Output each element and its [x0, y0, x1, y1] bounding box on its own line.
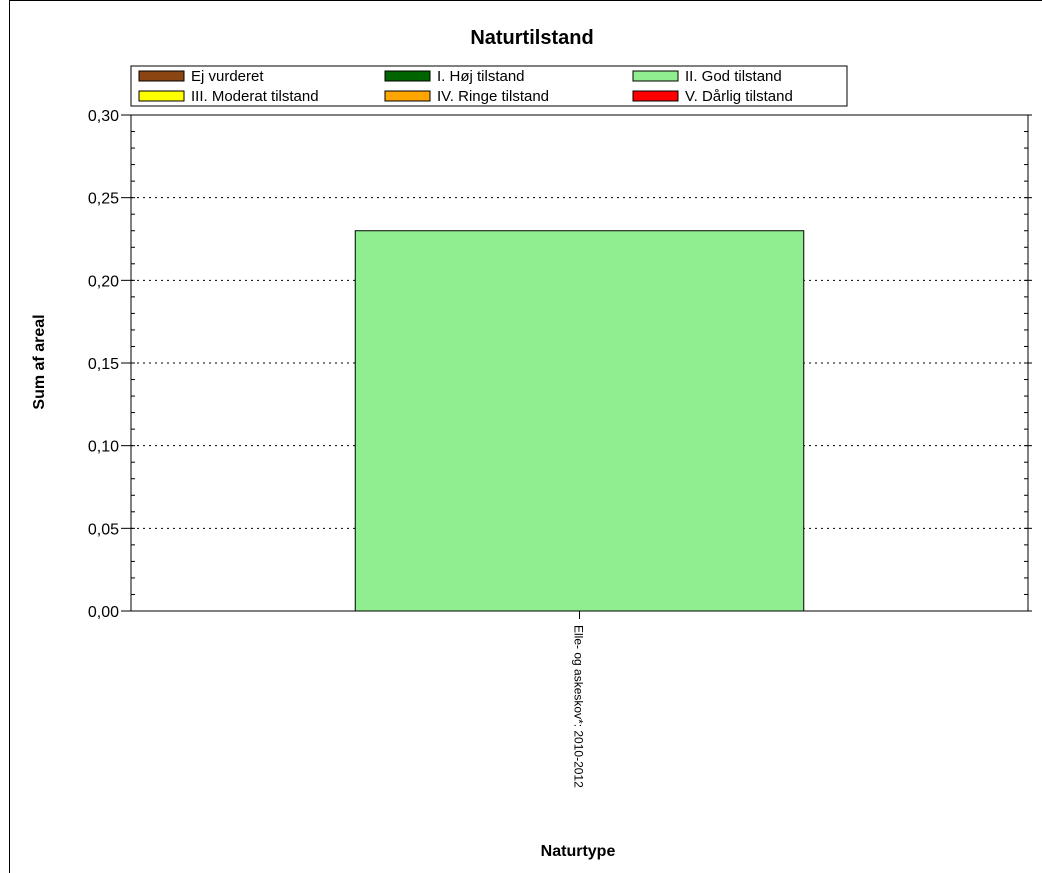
legend-label: V. Dårlig tilstand — [685, 88, 793, 105]
legend-swatch — [632, 70, 679, 82]
legend-label: II. God tilstand — [685, 68, 782, 85]
y-tick-label: 0,20 — [88, 273, 119, 290]
y-ticks: 0,00 0,05 0,10 0,15 0,20 0,25 0,30 — [88, 108, 1032, 621]
chart-frame — [9, 0, 1042, 873]
chart-title: Naturtilstand — [470, 27, 593, 49]
legend-swatch — [138, 70, 185, 82]
bar — [354, 230, 805, 612]
legend-swatch — [632, 90, 679, 102]
y-tick-label: 0,15 — [88, 356, 119, 373]
legend-label: III. Moderat tilstand — [191, 88, 319, 105]
x-axis-title: Naturtype — [541, 843, 616, 860]
y-tick-label: 0,30 — [88, 108, 119, 125]
legend-label: Ej vurderet — [191, 68, 264, 85]
legend-label: I. Høj tilstand — [437, 68, 525, 85]
legend-swatch — [138, 90, 185, 102]
y-tick-label: 0,00 — [88, 604, 119, 621]
legend-label: IV. Ringe tilstand — [437, 88, 549, 105]
legend-box — [130, 65, 848, 107]
x-labels: Elle- og askeskov*: 2010-2012 — [572, 611, 586, 788]
x-category-label: Elle- og askeskov*: 2010-2012 — [572, 625, 586, 788]
bars — [354, 230, 805, 612]
y-tick-label: 0,10 — [88, 439, 119, 456]
legend-swatch — [384, 90, 431, 102]
y-tick-label: 0,25 — [88, 191, 119, 208]
y-tick-label: 0,05 — [88, 521, 119, 538]
legend-swatch — [384, 70, 431, 82]
y-axis-title: Sum af areal — [31, 314, 48, 409]
legend: Ej vurderet I. Høj tilstand II. God tilsta… — [130, 65, 848, 107]
